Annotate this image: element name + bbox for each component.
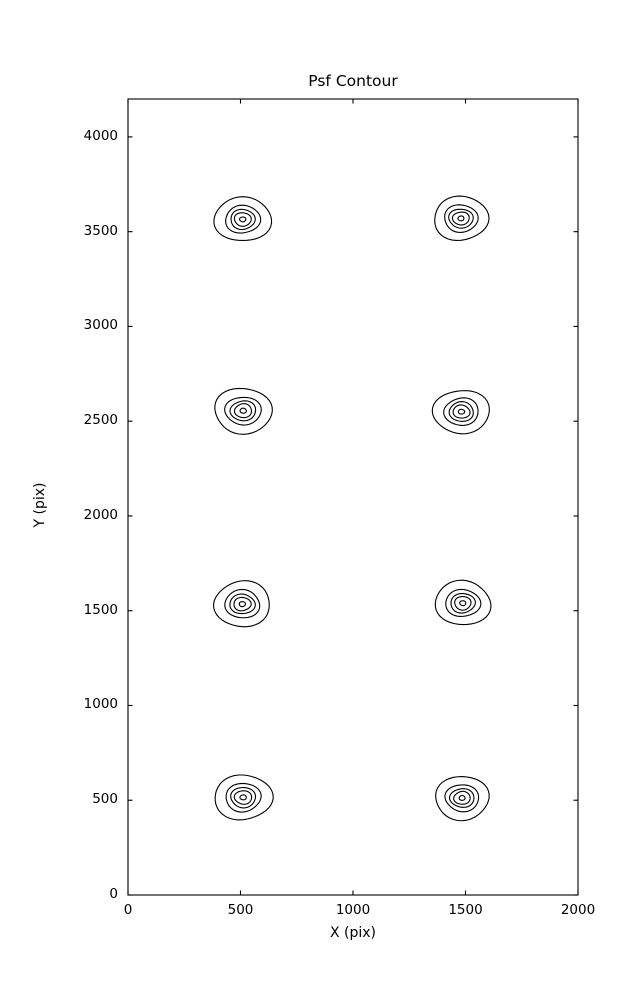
contour-level-0 — [435, 776, 490, 822]
contour-level-1 — [444, 784, 480, 813]
contour-level-1 — [445, 588, 482, 617]
contour-level-2 — [230, 786, 257, 809]
contour-level-1 — [224, 396, 262, 426]
y-tick-label: 2500 — [83, 412, 118, 429]
contour-level-0 — [214, 387, 273, 435]
contour-level-2 — [230, 208, 256, 231]
contour-level-3 — [233, 790, 253, 805]
contour-level-4 — [457, 215, 465, 222]
contour-level-2 — [448, 208, 474, 229]
y-tick-label: 2000 — [83, 506, 118, 523]
contour-level-3 — [233, 596, 252, 612]
contour-level-0 — [434, 195, 490, 242]
x-axis-label: X (pix) — [329, 925, 377, 941]
x-tick-label: 1500 — [448, 902, 483, 918]
contour-level-2 — [450, 592, 476, 614]
contour-level-2 — [229, 593, 256, 615]
contour-level-3 — [454, 596, 472, 611]
contour-level-3 — [453, 790, 471, 805]
contour-level-4 — [239, 407, 247, 414]
x-tick-label: 0 — [123, 902, 133, 918]
contour-level-0 — [434, 579, 492, 626]
y-tick-label: 0 — [109, 886, 118, 902]
contour-level-1 — [443, 397, 479, 426]
contour-level-0 — [214, 774, 274, 821]
contour-level-4 — [238, 216, 247, 223]
contour-level-1 — [225, 782, 262, 813]
y-tick-label: 3500 — [83, 222, 118, 239]
contour-level-4 — [459, 600, 467, 607]
contour-level-2 — [229, 400, 257, 422]
axes-border — [127, 98, 579, 896]
contour-series — [213, 195, 492, 822]
contour-level-3 — [233, 212, 252, 227]
contour-level-3 — [452, 404, 471, 419]
x-tick-label: 2000 — [560, 902, 596, 918]
contour-level-1 — [224, 588, 261, 619]
x-tick-label: 500 — [227, 902, 254, 918]
plot-title: Psf Contour — [308, 72, 398, 90]
axes-frame — [127, 98, 579, 896]
y-axis-label: Y (pix) — [32, 482, 48, 528]
y-tick-label: 1500 — [83, 601, 118, 618]
contour-level-1 — [225, 204, 262, 234]
contour-level-3 — [451, 211, 470, 226]
y-tick-label: 1000 — [83, 696, 118, 713]
contour-level-4 — [238, 601, 246, 608]
axis-ticks — [127, 99, 579, 896]
y-tick-label: 500 — [92, 791, 118, 808]
contour-level-1 — [444, 204, 479, 233]
y-tick-label: 3000 — [83, 317, 118, 334]
contour-level-0 — [213, 580, 270, 628]
x-tick-label: 1000 — [335, 902, 371, 918]
y-tick-label: 4000 — [83, 127, 118, 144]
contour-level-4 — [458, 794, 466, 801]
contour-level-4 — [239, 794, 247, 801]
contour-level-3 — [233, 403, 252, 419]
contour-level-2 — [448, 400, 474, 422]
contour-level-0 — [213, 196, 273, 241]
contour-level-4 — [457, 408, 466, 415]
contour-level-0 — [431, 390, 490, 435]
contour-level-2 — [448, 788, 475, 808]
